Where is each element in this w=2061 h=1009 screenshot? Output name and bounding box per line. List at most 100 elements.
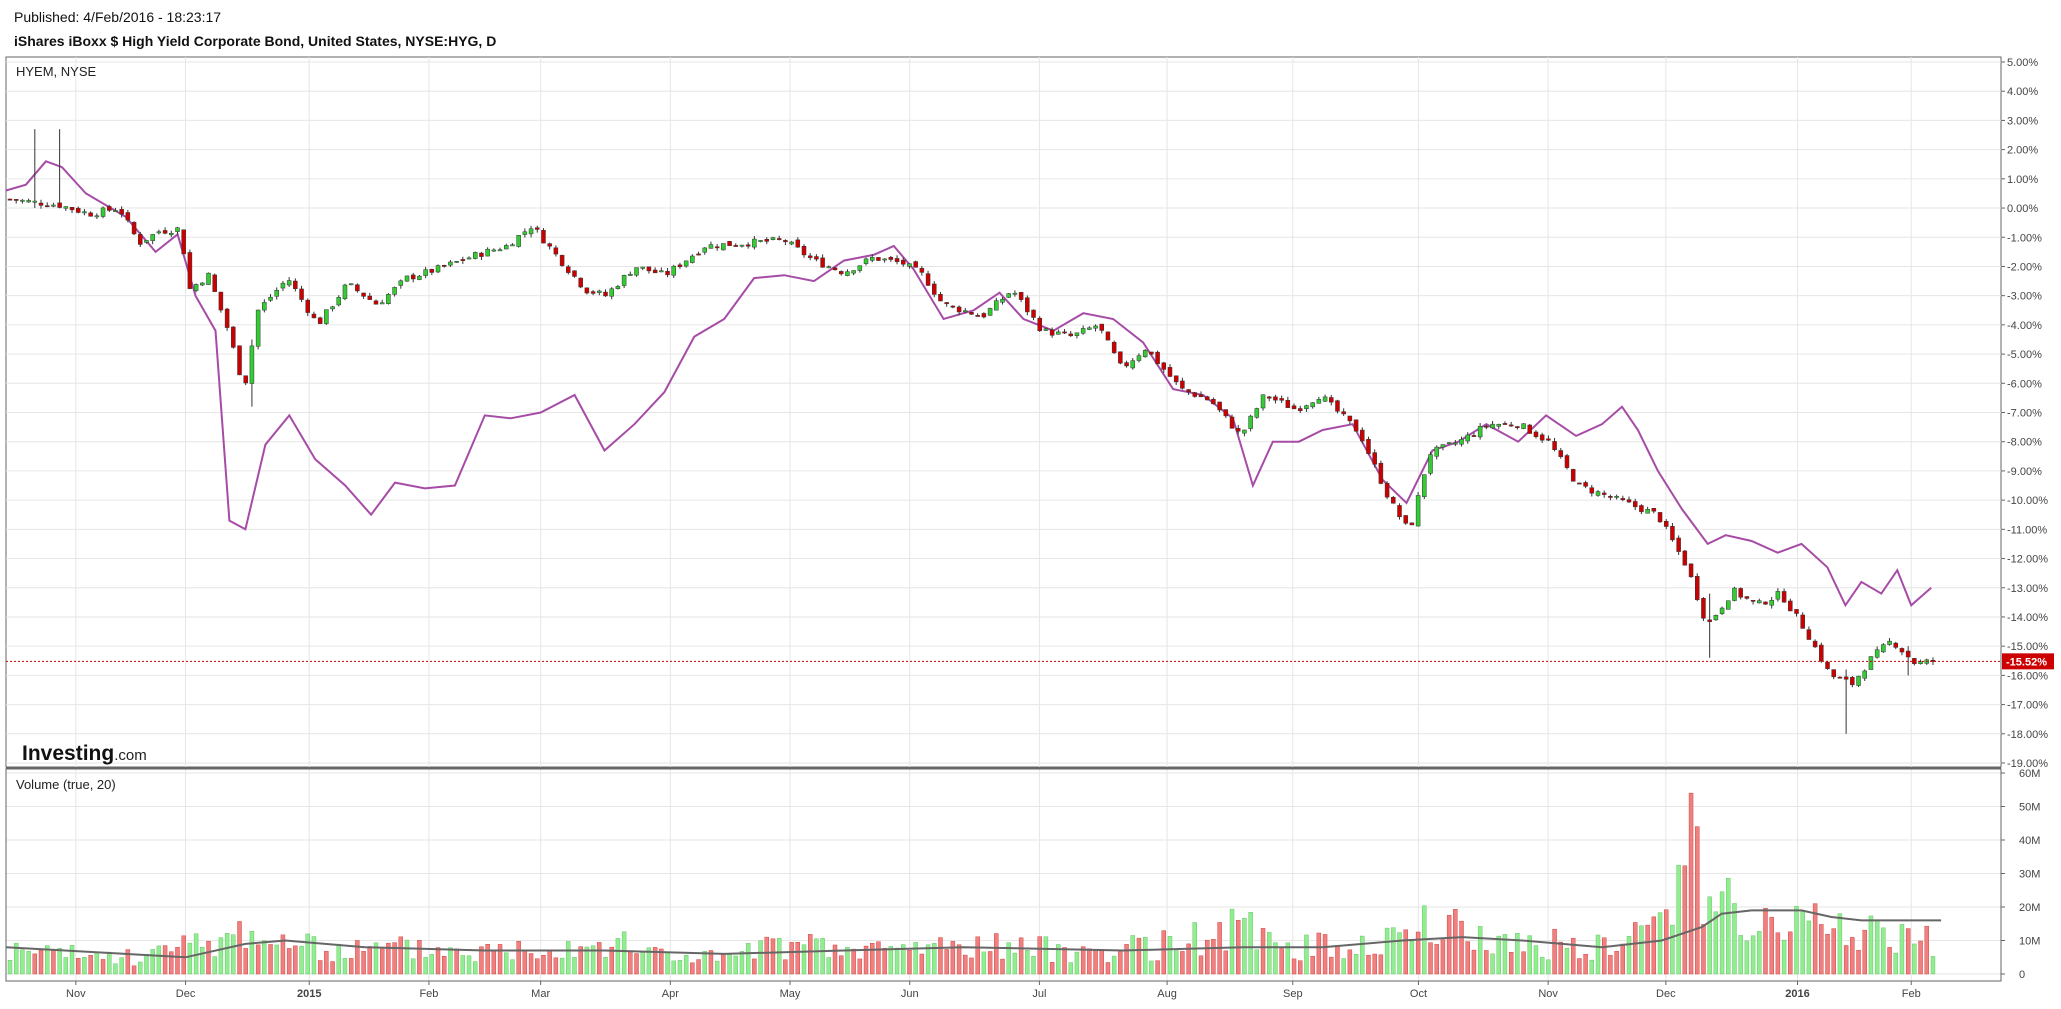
volume-bar bbox=[1806, 920, 1812, 975]
volume-bar bbox=[94, 952, 100, 975]
candle-body bbox=[783, 240, 788, 243]
volume-bar bbox=[1341, 958, 1346, 975]
volume-bars bbox=[7, 792, 1936, 975]
volume-bar bbox=[609, 946, 614, 975]
candle-body bbox=[1204, 396, 1210, 401]
candle-body bbox=[1825, 661, 1830, 669]
volume-bar bbox=[1812, 903, 1818, 975]
candle-body bbox=[615, 286, 621, 290]
volume-bar bbox=[1434, 944, 1439, 975]
volume-bar bbox=[1335, 945, 1340, 975]
candle-body bbox=[1229, 416, 1235, 429]
candle-body bbox=[1757, 600, 1762, 604]
volume-bar bbox=[1707, 896, 1712, 975]
volume-bar bbox=[1664, 909, 1669, 975]
volume-bar bbox=[187, 942, 193, 975]
volume-bar bbox=[1757, 931, 1762, 975]
candle-body bbox=[1868, 656, 1874, 670]
volume-bar bbox=[1583, 954, 1588, 975]
candle-body bbox=[1695, 576, 1700, 600]
candle-body bbox=[1515, 426, 1520, 428]
x-tick-label: Jun bbox=[901, 988, 919, 1000]
candle-body bbox=[355, 284, 360, 292]
candle-body bbox=[882, 258, 887, 261]
candle-body bbox=[1310, 402, 1315, 408]
candle-body bbox=[1899, 648, 1905, 653]
volume-bar bbox=[963, 954, 968, 975]
y-tick-label: 0 bbox=[2019, 969, 2025, 981]
volume-bar bbox=[1825, 934, 1830, 975]
volume-bar bbox=[1440, 939, 1446, 975]
candle-body bbox=[925, 273, 931, 286]
candle-body bbox=[559, 254, 565, 266]
candle-body bbox=[479, 252, 484, 257]
candle-body bbox=[1018, 292, 1024, 300]
candle-body bbox=[1099, 323, 1104, 331]
volume-bar bbox=[907, 949, 912, 975]
volume-bar bbox=[956, 944, 962, 975]
y-tick-label: 4.00% bbox=[2007, 86, 2038, 98]
candle-body bbox=[218, 291, 224, 311]
volume-bar bbox=[1074, 951, 1080, 975]
candle-body bbox=[44, 205, 50, 208]
candle-body bbox=[1049, 329, 1055, 336]
candle-body bbox=[1403, 515, 1408, 524]
y-tick-label: -6.00% bbox=[2007, 378, 2042, 390]
volume-bar bbox=[1310, 955, 1315, 975]
volume-bar bbox=[1775, 932, 1781, 975]
candle-body bbox=[1738, 588, 1743, 598]
candle-body bbox=[739, 244, 745, 247]
candle-body bbox=[888, 257, 894, 260]
volume-bar bbox=[1384, 927, 1390, 975]
volume-bar bbox=[1862, 929, 1867, 975]
candle-body bbox=[243, 375, 248, 384]
volume-bar bbox=[1850, 937, 1855, 975]
volume-bar bbox=[646, 947, 652, 975]
volume-bar bbox=[1304, 934, 1309, 975]
candle-body bbox=[963, 310, 968, 313]
volume-bar bbox=[473, 961, 478, 975]
candle-body bbox=[1415, 495, 1421, 527]
candle-body bbox=[994, 300, 999, 311]
volume-bar bbox=[1639, 925, 1644, 975]
x-axis: Nov Dec 2015 Feb Mar Apr May Jun Jul Aug Sep Oct Nov… bbox=[66, 981, 1921, 1000]
x-tick-label: Aug bbox=[1157, 988, 1177, 1000]
candle-body bbox=[1657, 512, 1663, 523]
candle-body bbox=[1260, 394, 1266, 409]
volume-bar bbox=[987, 951, 993, 975]
volume-bar bbox=[1397, 932, 1402, 975]
volume-bar bbox=[969, 957, 974, 975]
candle-body bbox=[1384, 482, 1390, 498]
y-tick-label: -9.00% bbox=[2007, 466, 2042, 478]
candle-body bbox=[1043, 328, 1049, 331]
volume-bar bbox=[776, 938, 782, 975]
candle-body bbox=[1806, 629, 1812, 640]
volume-bar bbox=[1688, 792, 1694, 975]
volume-bar bbox=[652, 947, 658, 975]
volume-bar bbox=[1918, 940, 1923, 975]
volume-bar bbox=[882, 947, 887, 975]
volume-bar bbox=[1130, 935, 1135, 975]
candle-body bbox=[63, 206, 69, 209]
candle-body bbox=[1422, 474, 1427, 497]
volume-bar bbox=[1763, 908, 1768, 975]
volume-bar bbox=[262, 940, 267, 975]
volume-bar bbox=[621, 931, 627, 975]
volume-bar bbox=[1316, 932, 1322, 975]
candle-body bbox=[1726, 600, 1731, 610]
volume-bar bbox=[1633, 922, 1638, 975]
candle-body bbox=[1595, 491, 1601, 496]
candle-body bbox=[566, 266, 571, 273]
candle-body bbox=[1242, 429, 1247, 434]
volume-bar bbox=[1819, 924, 1824, 975]
candle-body bbox=[504, 245, 509, 250]
volume-bar bbox=[156, 945, 162, 975]
volume-bar bbox=[1366, 954, 1371, 975]
volume-bar bbox=[894, 947, 900, 975]
candle-body bbox=[1701, 597, 1706, 619]
candle-body bbox=[1546, 438, 1551, 441]
volume-bar bbox=[832, 944, 838, 975]
candle-body bbox=[1788, 600, 1793, 612]
volume-bar bbox=[38, 949, 44, 975]
